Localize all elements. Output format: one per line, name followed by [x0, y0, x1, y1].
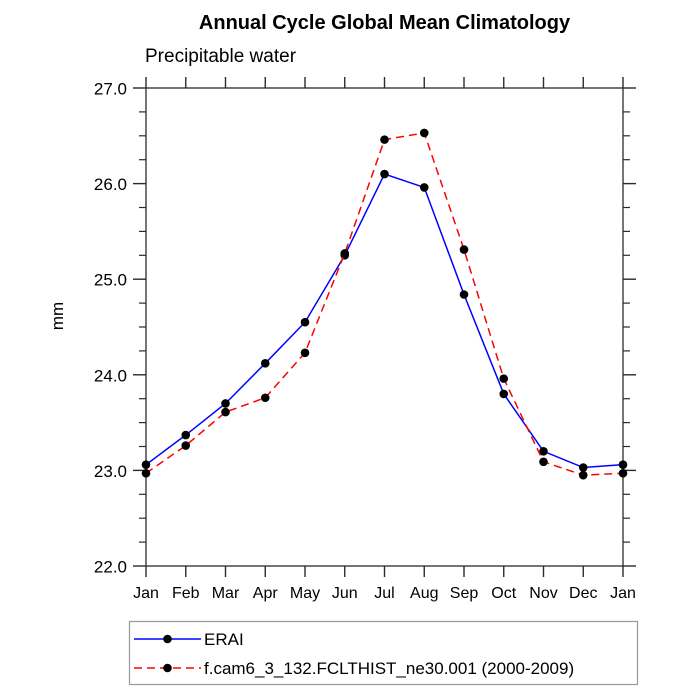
x-tick-label: Apr	[253, 585, 279, 602]
data-point-marker	[260, 359, 270, 368]
x-tick-label: Jan	[133, 585, 159, 602]
x-tick-label: Aug	[410, 585, 438, 602]
data-point-marker	[578, 470, 588, 480]
series-line-1	[145, 132, 624, 476]
x-tick-label: Feb	[172, 585, 200, 602]
y-tick-label: 26.0	[94, 175, 127, 194]
y-tick-label: 24.0	[94, 366, 127, 385]
data-point-marker	[419, 183, 429, 192]
x-tick-label: Jun	[332, 585, 358, 602]
data-point-marker	[340, 249, 350, 258]
x-tick-label: Jan	[610, 585, 636, 602]
y-tick-label: 22.0	[94, 558, 127, 577]
data-point-marker	[618, 468, 628, 478]
x-tick-label: Mar	[212, 585, 240, 602]
plot-frame	[145, 87, 624, 567]
data-point-marker	[300, 348, 310, 358]
data-point-marker	[260, 393, 270, 403]
x-tick-label: Jul	[374, 585, 394, 602]
data-point-marker	[539, 457, 548, 467]
legend-marker	[163, 663, 172, 673]
chart-subtitle: Precipitable water	[145, 46, 297, 67]
data-point-marker	[539, 446, 548, 456]
legend-label: f.cam6_3_132.FCLTHIST_ne30.001 (2000-200…	[204, 659, 574, 678]
data-point-marker	[499, 389, 509, 399]
x-tick-label: Nov	[529, 585, 557, 602]
data-point-marker	[141, 468, 151, 478]
x-tick-label: Sep	[450, 585, 479, 602]
data-point-marker	[380, 135, 389, 144]
data-point-marker	[221, 407, 230, 417]
data-point-marker	[181, 441, 191, 450]
y-tick-label: 25.0	[94, 271, 127, 290]
legend-box	[128, 620, 639, 686]
data-point-marker	[459, 290, 469, 299]
legend-marker	[163, 634, 172, 644]
x-tick-label: Oct	[491, 585, 516, 602]
series-line-0	[145, 173, 624, 469]
x-tick-label: Dec	[569, 585, 597, 602]
x-tick-label: May	[290, 585, 320, 602]
y-tick-label: 23.0	[94, 462, 127, 481]
data-point-marker	[221, 399, 230, 408]
data-point-marker	[578, 463, 588, 472]
legend-label: ERAI	[204, 630, 244, 649]
data-point-marker	[300, 317, 310, 327]
data-point-marker	[618, 460, 628, 469]
data-point-marker	[141, 460, 151, 469]
data-point-marker	[181, 430, 191, 440]
y-axis-label: mm	[48, 302, 67, 330]
y-tick-label: 27.0	[94, 80, 127, 99]
data-point-marker	[459, 245, 469, 254]
chart-title: Annual Cycle Global Mean Climatology	[198, 12, 571, 34]
data-point-marker	[419, 128, 429, 138]
data-point-marker	[380, 169, 389, 179]
data-point-marker	[499, 374, 509, 383]
